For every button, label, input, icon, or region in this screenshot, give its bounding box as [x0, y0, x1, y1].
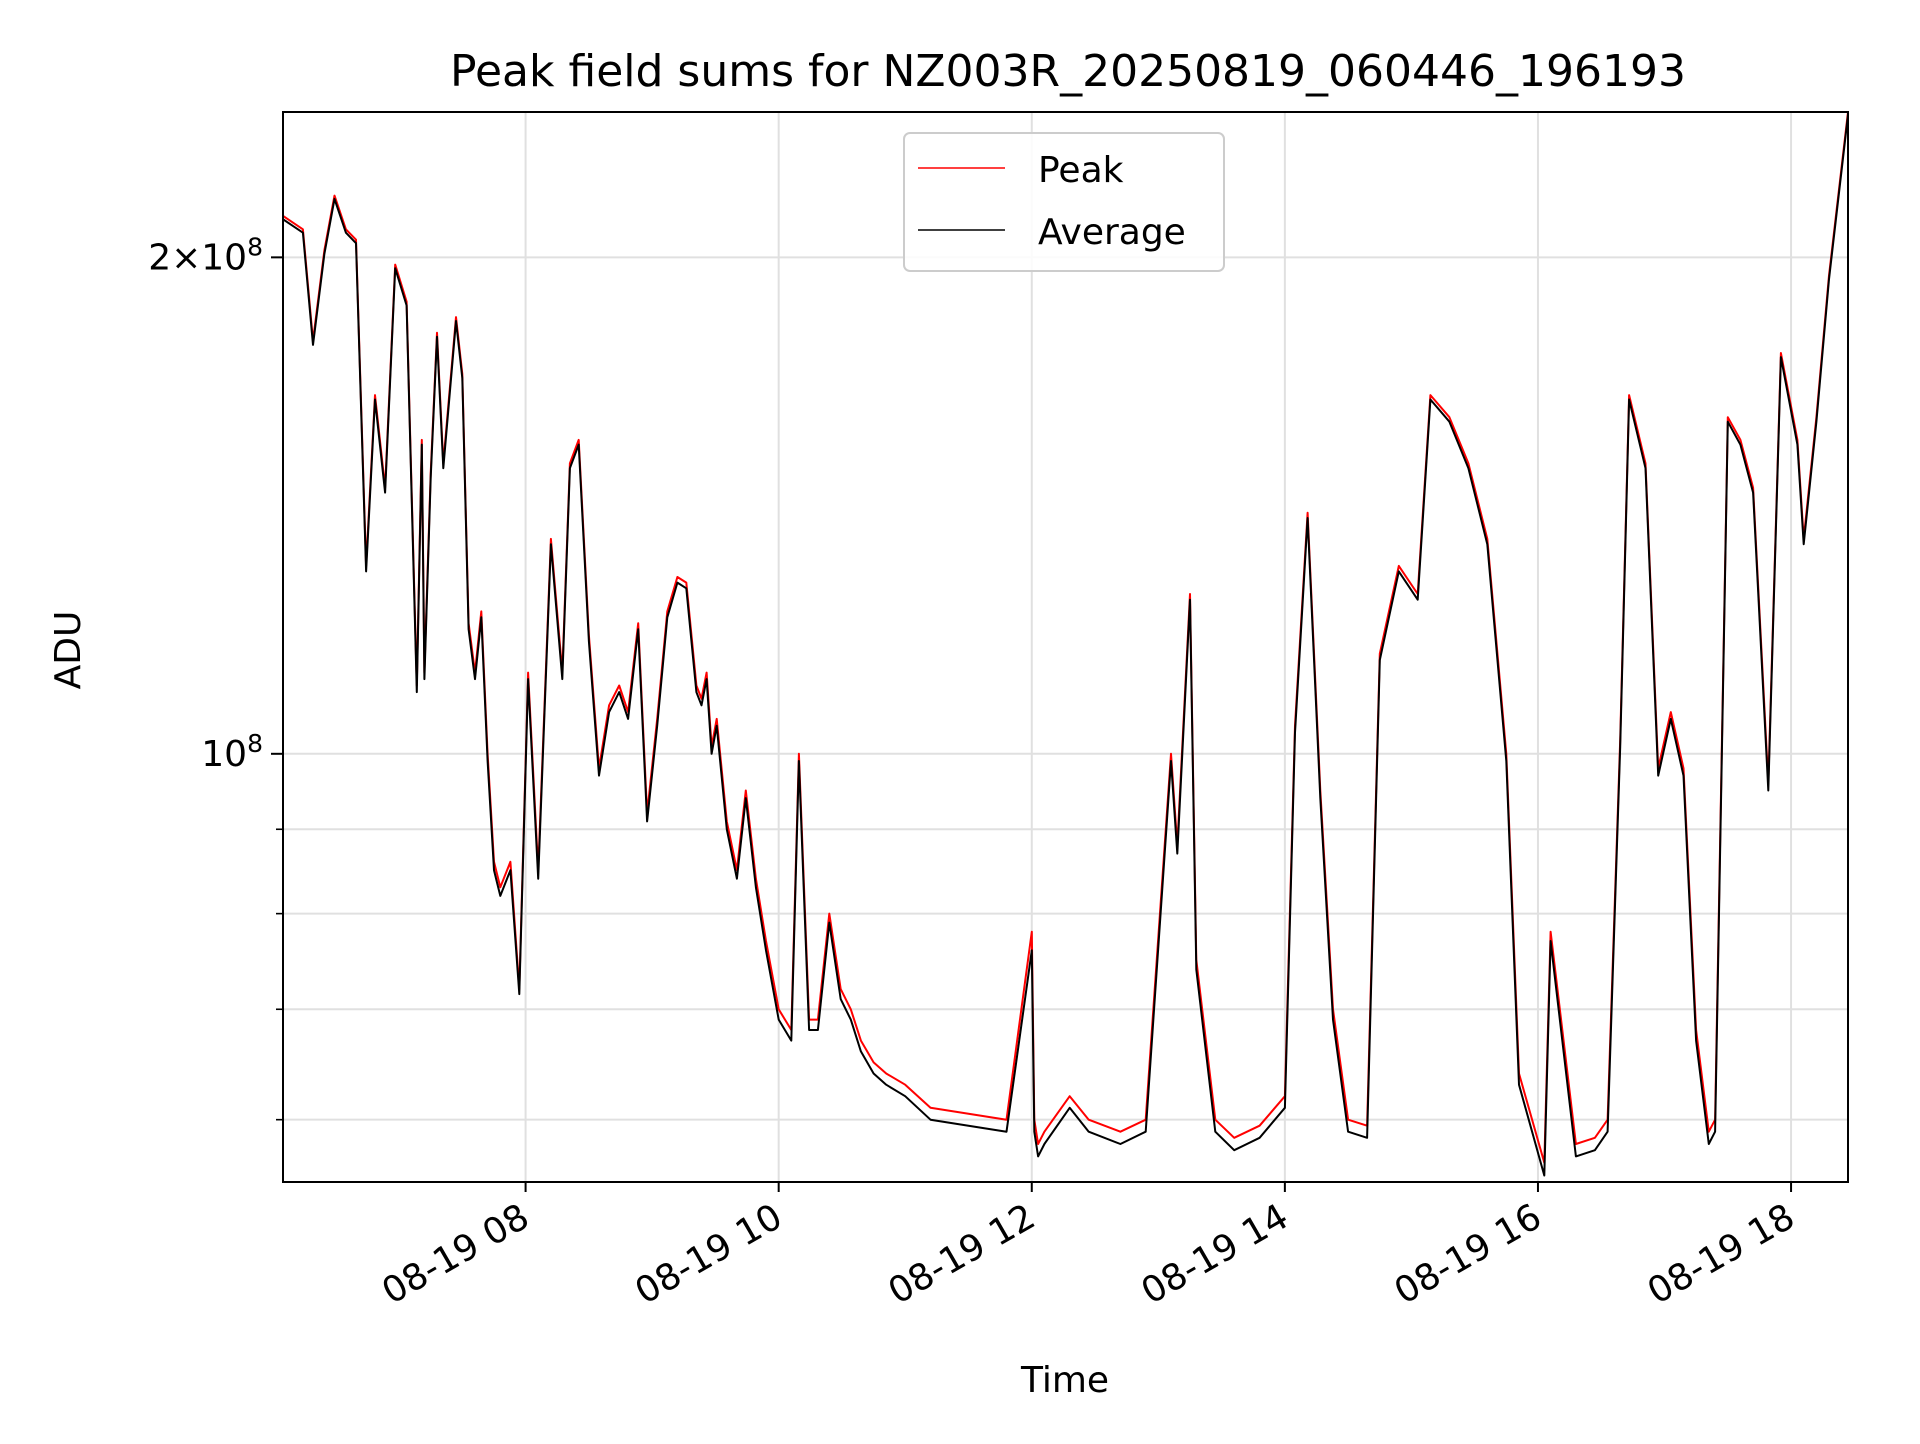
legend-label-peak: Peak — [1038, 150, 1124, 191]
y-axis-label: ADU — [48, 611, 89, 690]
plot-frame — [282, 111, 1849, 1183]
legend-label-average: Average — [1038, 212, 1186, 253]
legend: Peak Average — [903, 132, 1225, 272]
chart-title: Peak field sums for NZ003R_20250819_0604… — [450, 46, 1686, 97]
series-layer — [283, 112, 1848, 1177]
series-line-average — [283, 114, 1848, 1177]
y-tick-label: 2×108 — [148, 232, 263, 278]
plot-area — [283, 112, 1848, 1177]
y-tick-label-base: 10 — [201, 734, 247, 775]
y-tick-label-base: 2×10 — [148, 237, 247, 278]
y-tick-label: 108 — [201, 729, 263, 775]
grid-layer — [283, 112, 1848, 1182]
y-tick-label-exponent: 8 — [247, 232, 263, 261]
y-tick-label-exponent: 8 — [247, 729, 263, 758]
x-axis-label: Time — [1020, 1360, 1109, 1401]
